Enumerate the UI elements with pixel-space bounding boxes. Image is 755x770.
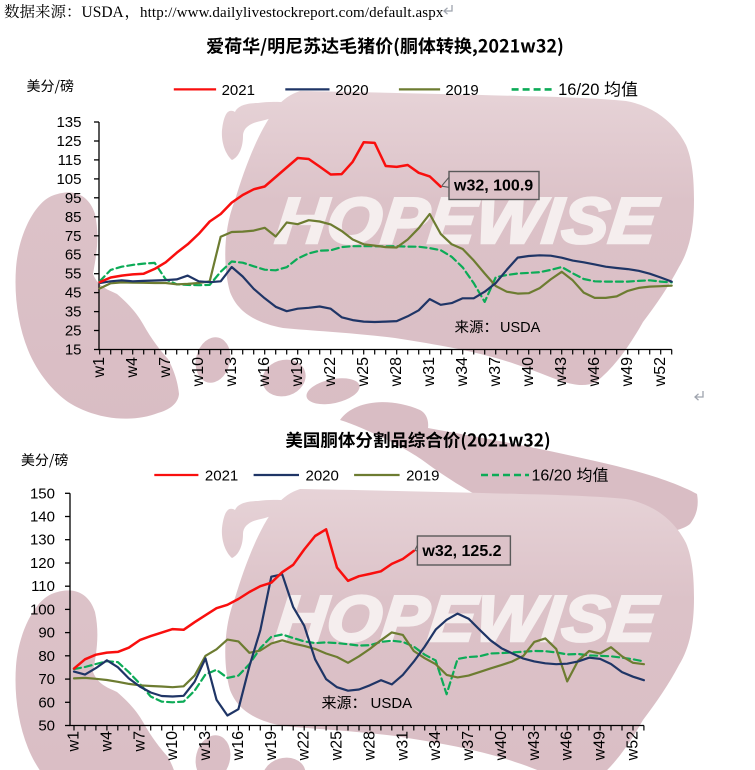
- svg-text:2020: 2020: [306, 468, 339, 485]
- svg-text:http://www.dailylivestockrepor: http://www.dailylivestockreport.com/defa…: [140, 5, 444, 21]
- svg-text:140: 140: [30, 509, 55, 526]
- svg-text:2021: 2021: [205, 468, 238, 485]
- svg-text:w10: w10: [190, 357, 207, 387]
- svg-text:w37: w37: [460, 731, 477, 761]
- svg-text:w49: w49: [619, 357, 636, 387]
- svg-text:120: 120: [30, 555, 55, 572]
- svg-text:75: 75: [65, 228, 82, 245]
- svg-text:2019: 2019: [406, 468, 439, 485]
- svg-text:80: 80: [38, 648, 55, 665]
- svg-text:w32, 100.9: w32, 100.9: [453, 178, 533, 195]
- svg-text:w32, 125.2: w32, 125.2: [421, 543, 501, 560]
- svg-text:w43: w43: [553, 357, 570, 387]
- svg-text:w40: w40: [493, 731, 510, 761]
- svg-text:16/20: 16/20: [532, 468, 572, 485]
- svg-text:w28: w28: [388, 357, 405, 387]
- svg-text:w25: w25: [355, 357, 372, 387]
- svg-text:w40: w40: [520, 357, 537, 387]
- svg-text:w31: w31: [394, 731, 411, 761]
- svg-text:50: 50: [38, 718, 55, 735]
- svg-text:w37: w37: [487, 357, 504, 387]
- svg-text:55: 55: [65, 266, 82, 283]
- svg-text:w4: w4: [124, 357, 141, 379]
- svg-text:w16: w16: [256, 357, 273, 387]
- svg-text:70: 70: [38, 671, 55, 688]
- svg-text:w49: w49: [592, 731, 609, 761]
- svg-text:2021: 2021: [222, 82, 255, 99]
- svg-text:130: 130: [30, 532, 55, 549]
- svg-text:w16: w16: [230, 731, 247, 761]
- svg-text:45: 45: [65, 285, 82, 302]
- svg-text:w34: w34: [427, 731, 444, 761]
- svg-text:w46: w46: [586, 357, 603, 387]
- svg-text:90: 90: [38, 625, 55, 642]
- svg-text:w19: w19: [263, 731, 280, 761]
- svg-text:16/20: 16/20: [558, 81, 599, 99]
- svg-text:15: 15: [65, 342, 82, 359]
- svg-text:w34: w34: [454, 357, 471, 387]
- svg-text:135: 135: [56, 114, 81, 131]
- svg-text:65: 65: [65, 247, 82, 264]
- svg-text:115: 115: [58, 152, 82, 169]
- svg-text:w7: w7: [157, 357, 174, 379]
- svg-text:w46: w46: [559, 731, 576, 761]
- svg-text:w4: w4: [98, 731, 115, 753]
- svg-text:w7: w7: [131, 731, 148, 753]
- svg-text:USDA: USDA: [82, 4, 125, 21]
- svg-text:2020: 2020: [335, 82, 368, 99]
- svg-text:w19: w19: [289, 357, 306, 387]
- svg-text:USDA: USDA: [500, 320, 541, 336]
- svg-text:w52: w52: [652, 357, 669, 387]
- svg-text:w10: w10: [164, 731, 181, 761]
- svg-text:w13: w13: [197, 731, 214, 761]
- svg-text:w1: w1: [91, 357, 108, 379]
- svg-text:w43: w43: [526, 731, 543, 761]
- svg-text:w52: w52: [625, 731, 642, 761]
- svg-text:150: 150: [30, 485, 55, 502]
- svg-text:110: 110: [31, 578, 55, 595]
- svg-text:w31: w31: [421, 357, 438, 387]
- svg-text:w25: w25: [329, 731, 346, 761]
- svg-text:w1: w1: [66, 731, 83, 753]
- svg-text:w22: w22: [322, 357, 339, 387]
- svg-text:100: 100: [30, 601, 55, 618]
- svg-text:w22: w22: [296, 731, 313, 761]
- svg-text:105: 105: [56, 171, 81, 188]
- svg-text:60: 60: [38, 694, 55, 711]
- svg-text:95: 95: [65, 190, 82, 207]
- svg-text:35: 35: [65, 304, 82, 321]
- svg-text:125: 125: [56, 133, 81, 150]
- svg-text:w28: w28: [361, 731, 378, 761]
- svg-text:w13: w13: [223, 357, 240, 387]
- svg-text:25: 25: [65, 323, 82, 340]
- svg-text:85: 85: [65, 209, 82, 226]
- svg-text:2019: 2019: [445, 82, 478, 99]
- svg-text:USDA: USDA: [371, 695, 413, 712]
